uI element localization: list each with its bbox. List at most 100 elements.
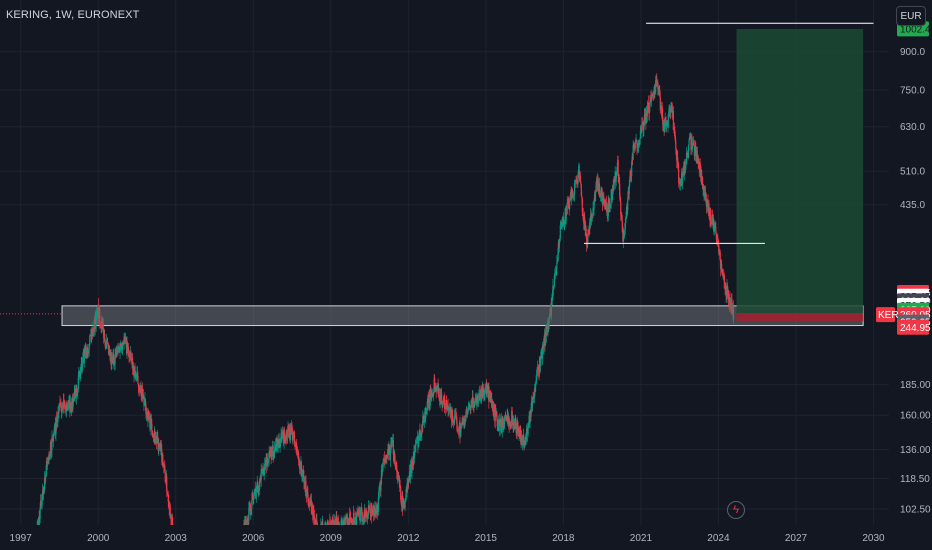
candle-body — [474, 401, 476, 403]
candle-body — [673, 129, 675, 131]
candle-body — [253, 495, 255, 497]
candle-body — [656, 82, 658, 84]
candle-body — [699, 162, 701, 172]
candle-body — [483, 394, 485, 396]
candle-body — [661, 106, 663, 116]
candle-body — [309, 502, 311, 504]
candle-body — [584, 217, 586, 230]
candle-body — [655, 76, 658, 83]
candle-body — [574, 182, 577, 184]
candle-body — [111, 357, 113, 364]
candle-body — [145, 403, 147, 414]
candle-body — [313, 516, 315, 520]
candle-body — [277, 438, 279, 447]
candle-body — [459, 422, 461, 436]
candle-body — [39, 507, 41, 519]
candle-body — [713, 228, 715, 232]
price-axis[interactable]: 102.50 118.50 136.00 160.00 185.00 630.0 750.0… — [889, 0, 932, 550]
candle-body — [301, 471, 303, 477]
candle-body — [388, 447, 390, 452]
time-axis-label: 2009 — [320, 533, 343, 544]
time-axis[interactable]: 1997 2000 2003 2006 2009 2012 2015 2018 2021 2024… — [0, 525, 932, 550]
candle-body — [702, 186, 705, 192]
candle-body — [442, 401, 444, 407]
candle-body — [501, 418, 503, 432]
candle-body — [303, 476, 305, 482]
candle-body — [672, 110, 674, 131]
candle-body — [685, 153, 688, 164]
candle-body — [625, 211, 627, 217]
drawing-layer[interactable] — [0, 28, 864, 327]
price-tag-label: 244.95 — [900, 323, 931, 334]
candle-body — [124, 336, 126, 340]
candle-body — [104, 333, 106, 339]
candle-body — [499, 423, 501, 431]
candle-body — [298, 461, 301, 469]
long-position-loss-zone[interactable] — [736, 312, 864, 322]
candle-body — [535, 381, 537, 385]
candle-body — [582, 213, 584, 221]
candle-body — [134, 371, 137, 378]
candle-body — [680, 182, 682, 185]
candle-body — [46, 461, 48, 463]
candle-body — [282, 431, 284, 434]
overlay-layer[interactable] — [584, 22, 874, 244]
candle-body — [559, 225, 561, 239]
candle-body — [404, 500, 406, 508]
candle-body — [639, 138, 641, 145]
candle-body — [151, 423, 153, 431]
candle-body — [712, 217, 714, 226]
candle-body — [715, 233, 717, 240]
candle-body — [526, 428, 528, 435]
candle-body — [682, 171, 684, 178]
candle-body — [154, 431, 156, 441]
candle-body — [167, 495, 169, 502]
candle-body — [270, 452, 272, 459]
symbol-tag-label: KER — [878, 310, 899, 321]
candle-body — [425, 411, 427, 413]
candlestick-series — [35, 73, 735, 547]
events-flash-icon[interactable]: ϟ — [727, 501, 745, 519]
candle-body — [668, 108, 670, 117]
candle-body — [550, 298, 553, 315]
candle-body — [400, 499, 402, 504]
candle-body — [460, 423, 463, 425]
candle-body — [74, 388, 76, 398]
candle-body — [87, 349, 89, 351]
candle-body — [254, 488, 256, 496]
candle-body — [310, 498, 312, 501]
candle-body — [56, 417, 58, 427]
candle-body — [142, 394, 145, 399]
candle-body — [441, 393, 443, 402]
candle-body — [57, 411, 59, 423]
candle-body — [253, 496, 255, 501]
time-axis-label: 2000 — [87, 533, 110, 544]
long-position-profit-zone[interactable] — [736, 28, 864, 313]
currency-button[interactable]: EUR — [896, 6, 926, 26]
candle-body — [117, 346, 119, 349]
candle-body — [106, 340, 108, 344]
candle-body — [406, 483, 408, 492]
candle-body — [85, 347, 87, 355]
candle-body — [443, 396, 445, 404]
candle-body — [710, 222, 713, 224]
candle-body — [632, 145, 634, 160]
candle-body — [120, 343, 122, 346]
candle-body — [67, 403, 69, 410]
candle-body — [89, 335, 91, 346]
candle-body — [498, 420, 500, 425]
candle-body — [272, 445, 274, 457]
candle-body — [77, 376, 79, 390]
candle-body — [347, 518, 349, 528]
candle-body — [731, 299, 733, 306]
candle-body — [279, 439, 282, 441]
candle-body — [283, 430, 286, 440]
candle-body — [405, 499, 407, 501]
price-axis-tags: 1002.4286.65285.45283.20276.50267.80260.… — [876, 21, 931, 335]
candle-body — [414, 449, 416, 453]
candle-body — [129, 354, 131, 356]
candle-body — [597, 179, 599, 190]
candle-body — [697, 157, 699, 163]
candle-body — [168, 501, 170, 508]
